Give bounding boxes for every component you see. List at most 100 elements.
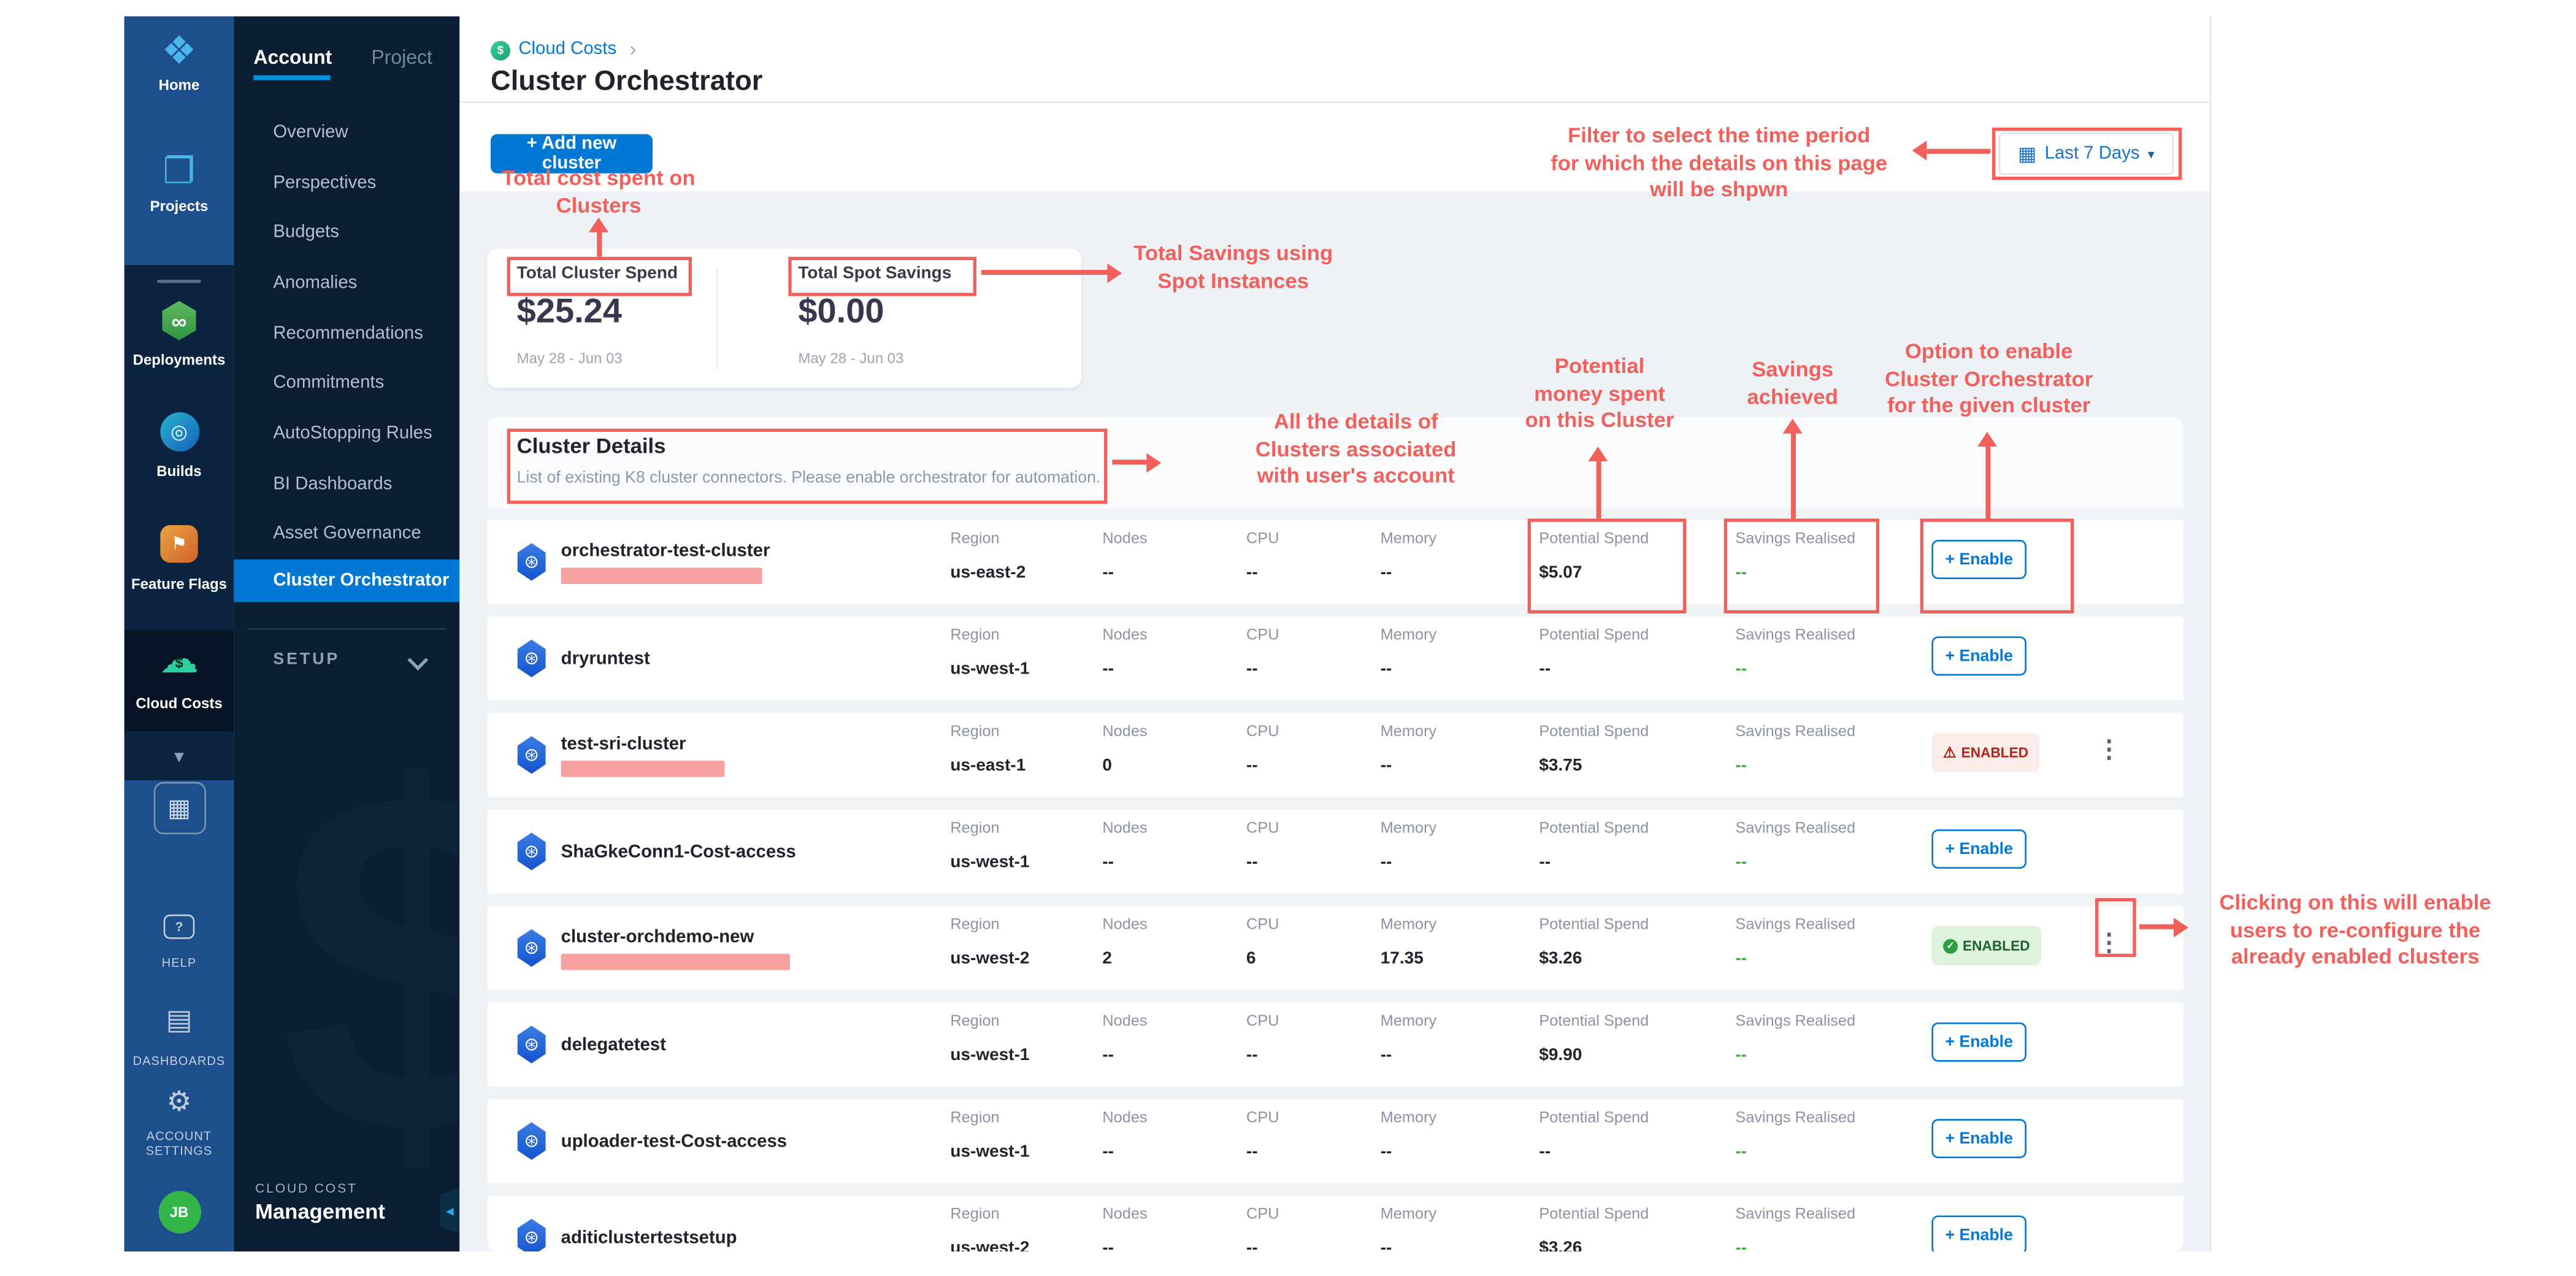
kubernetes-cluster-icon: ⊛ xyxy=(517,543,546,581)
annotation-total-cost: Total cost spent on Clusters xyxy=(502,165,696,217)
user-avatar[interactable]: JB xyxy=(125,1191,234,1234)
sidebar-collapse-button[interactable]: ◄ xyxy=(440,1188,460,1234)
cluster-name[interactable]: aditiclustertestsetup xyxy=(561,1228,737,1248)
add-new-cluster-button[interactable]: + Add new cluster xyxy=(491,134,653,174)
sidebar-item-asset-governance[interactable]: Asset Governance xyxy=(273,523,421,544)
module-picker-button[interactable]: ▦ xyxy=(125,782,234,835)
enable-button[interactable]: + Enable xyxy=(1931,1215,2027,1252)
potential-spend-value: $9.90 xyxy=(1539,1045,1582,1066)
memory-label: Memory xyxy=(1380,723,1437,742)
cpu-value: -- xyxy=(1246,1142,1258,1162)
potential-spend-label: Potential Spend xyxy=(1539,1109,1649,1128)
sidebar-item-commitments[interactable]: Commitments xyxy=(273,373,385,393)
sidebar-item-feature-flags[interactable]: ⚑ xyxy=(125,525,234,563)
memory-value: -- xyxy=(1380,756,1392,776)
potential-spend-label: Potential Spend xyxy=(1539,1012,1649,1031)
kebab-menu-icon[interactable]: ⋮ xyxy=(2096,736,2122,764)
sidebar-item-autostopping-rules[interactable]: AutoStopping Rules xyxy=(273,423,432,444)
nodes-value: -- xyxy=(1102,852,1114,872)
annotation-filter: Filter to select the time period for whi… xyxy=(1551,123,1888,202)
setup-section-label[interactable]: SETUP xyxy=(273,651,340,669)
arrow-spot-head xyxy=(1107,263,1122,283)
enable-button[interactable]: + Enable xyxy=(1931,636,2027,676)
potential-spend-value: $3.26 xyxy=(1539,948,1582,969)
sidebar-item-deployments[interactable]: ∞ xyxy=(125,301,234,340)
annotation-box-cluster-details xyxy=(507,428,1108,504)
dashboards-label: DASHBOARDS xyxy=(132,1053,226,1069)
potential-spend-value: -- xyxy=(1539,659,1551,679)
kubernetes-cluster-icon: ⊛ xyxy=(517,1122,546,1160)
arrow-kebab-head xyxy=(2174,917,2189,937)
account-settings-button[interactable]: ⚙ xyxy=(125,1086,234,1119)
cluster-name[interactable]: uploader-test-Cost-access xyxy=(561,1131,788,1151)
savings-realised-value: -- xyxy=(1735,948,1747,969)
potential-spend-value: $3.75 xyxy=(1539,756,1582,776)
cluster-name[interactable]: cluster-orchdemo-new xyxy=(561,926,754,947)
savings-realised-label: Savings Realised xyxy=(1735,1109,1856,1128)
cluster-name[interactable]: delegatetest xyxy=(561,1034,666,1055)
tab-account[interactable]: Account xyxy=(253,45,332,69)
redacted-cluster-id xyxy=(561,759,725,777)
sidebar-item-budgets[interactable]: Budgets xyxy=(273,222,340,242)
enabled-success-badge[interactable]: ✓ ENABLED xyxy=(1931,926,2042,966)
sidebar-item-recommendations[interactable]: Recommendations xyxy=(273,324,423,344)
enabled-warning-badge[interactable]: ⚠ ENABLED xyxy=(1931,732,2040,772)
setup-chevron-down-icon[interactable] xyxy=(407,650,429,671)
cluster-name[interactable]: ShaGkeConn1-Cost-access xyxy=(561,842,796,862)
region-value: us-east-2 xyxy=(950,563,1026,583)
cpu-value: -- xyxy=(1246,852,1258,872)
tab-project[interactable]: Project xyxy=(371,45,432,69)
cloud-costs-icon: ☁ $ xyxy=(159,638,199,683)
kebab-menu-icon[interactable]: ⋮ xyxy=(2096,929,2122,958)
help-button[interactable]: ? xyxy=(125,910,234,939)
cluster-name[interactable]: dryruntest xyxy=(561,648,650,669)
enable-button[interactable]: + Enable xyxy=(1931,1119,2027,1159)
enable-button[interactable]: + Enable xyxy=(1931,540,2027,580)
region-label: Region xyxy=(950,1012,1000,1031)
sidebar-item-cluster-orchestrator[interactable]: Cluster Orchestrator xyxy=(234,559,460,602)
harness-home-icon: ❖ xyxy=(161,29,197,74)
arrow-savings-head xyxy=(1782,418,1803,434)
potential-spend-label: Potential Spend xyxy=(1539,820,1649,838)
cpu-label: CPU xyxy=(1246,1205,1279,1224)
kubernetes-cluster-icon: ⊛ xyxy=(517,736,546,774)
breadcrumb[interactable]: Cloud Costs xyxy=(518,39,617,60)
active-tab-underline xyxy=(253,75,331,80)
region-label: Region xyxy=(950,1205,1000,1224)
sidebar-item-overview[interactable]: Overview xyxy=(273,123,348,143)
table-row: ⊛ cluster-orchdemo-new Region us-west-2 … xyxy=(487,906,2184,990)
sidebar-item-cloud-costs[interactable]: ☁ $ xyxy=(125,638,234,683)
sidebar-item-anomalies[interactable]: Anomalies xyxy=(273,273,358,293)
savings-realised-value: -- xyxy=(1735,1142,1747,1162)
nodes-label: Nodes xyxy=(1102,626,1148,645)
sidebar-item-home[interactable]: ❖ xyxy=(125,28,234,75)
savings-realised-value: -- xyxy=(1735,563,1747,583)
savings-realised-value: -- xyxy=(1735,1045,1747,1066)
sidebar-item-bi-dashboards[interactable]: BI Dashboards xyxy=(273,474,393,494)
breadcrumb-chevron-icon: › xyxy=(629,37,637,61)
memory-label: Memory xyxy=(1380,1012,1437,1031)
savings-realised-value: -- xyxy=(1735,1238,1747,1252)
sidebar-item-projects[interactable]: ❐ xyxy=(125,150,234,193)
nodes-label: Nodes xyxy=(1102,723,1148,742)
sidebar-item-builds[interactable]: ◎ xyxy=(125,412,234,452)
table-row: ⊛ aditiclustertestsetup Region us-west-2… xyxy=(487,1196,2184,1252)
cluster-name[interactable]: orchestrator-test-cluster xyxy=(561,540,770,561)
caret-down-icon: ▾ xyxy=(2147,146,2155,161)
check-icon: ✓ xyxy=(1943,938,1958,953)
cluster-name-wrap: test-sri-cluster xyxy=(561,713,725,797)
sidebar-item-perspectives[interactable]: Perspectives xyxy=(273,173,377,193)
cpu-label: CPU xyxy=(1246,723,1279,742)
nodes-label: Nodes xyxy=(1102,916,1148,934)
arrow-potential xyxy=(1595,459,1601,519)
nodes-label: Nodes xyxy=(1102,1205,1148,1224)
enable-button[interactable]: + Enable xyxy=(1931,829,2027,869)
table-row: ⊛ dryruntest Region us-west-1 Nodes -- C… xyxy=(487,617,2184,701)
dashboards-button[interactable]: ▤ xyxy=(125,1004,234,1037)
time-period-filter[interactable]: ▦ Last 7 Days ▾ xyxy=(1998,133,2174,175)
memory-value: -- xyxy=(1380,659,1392,679)
kubernetes-cluster-icon: ⊛ xyxy=(517,639,546,678)
chevron-down-icon[interactable]: ▼ xyxy=(171,749,188,767)
cluster-name[interactable]: test-sri-cluster xyxy=(561,734,686,754)
enable-button[interactable]: + Enable xyxy=(1931,1022,2027,1062)
